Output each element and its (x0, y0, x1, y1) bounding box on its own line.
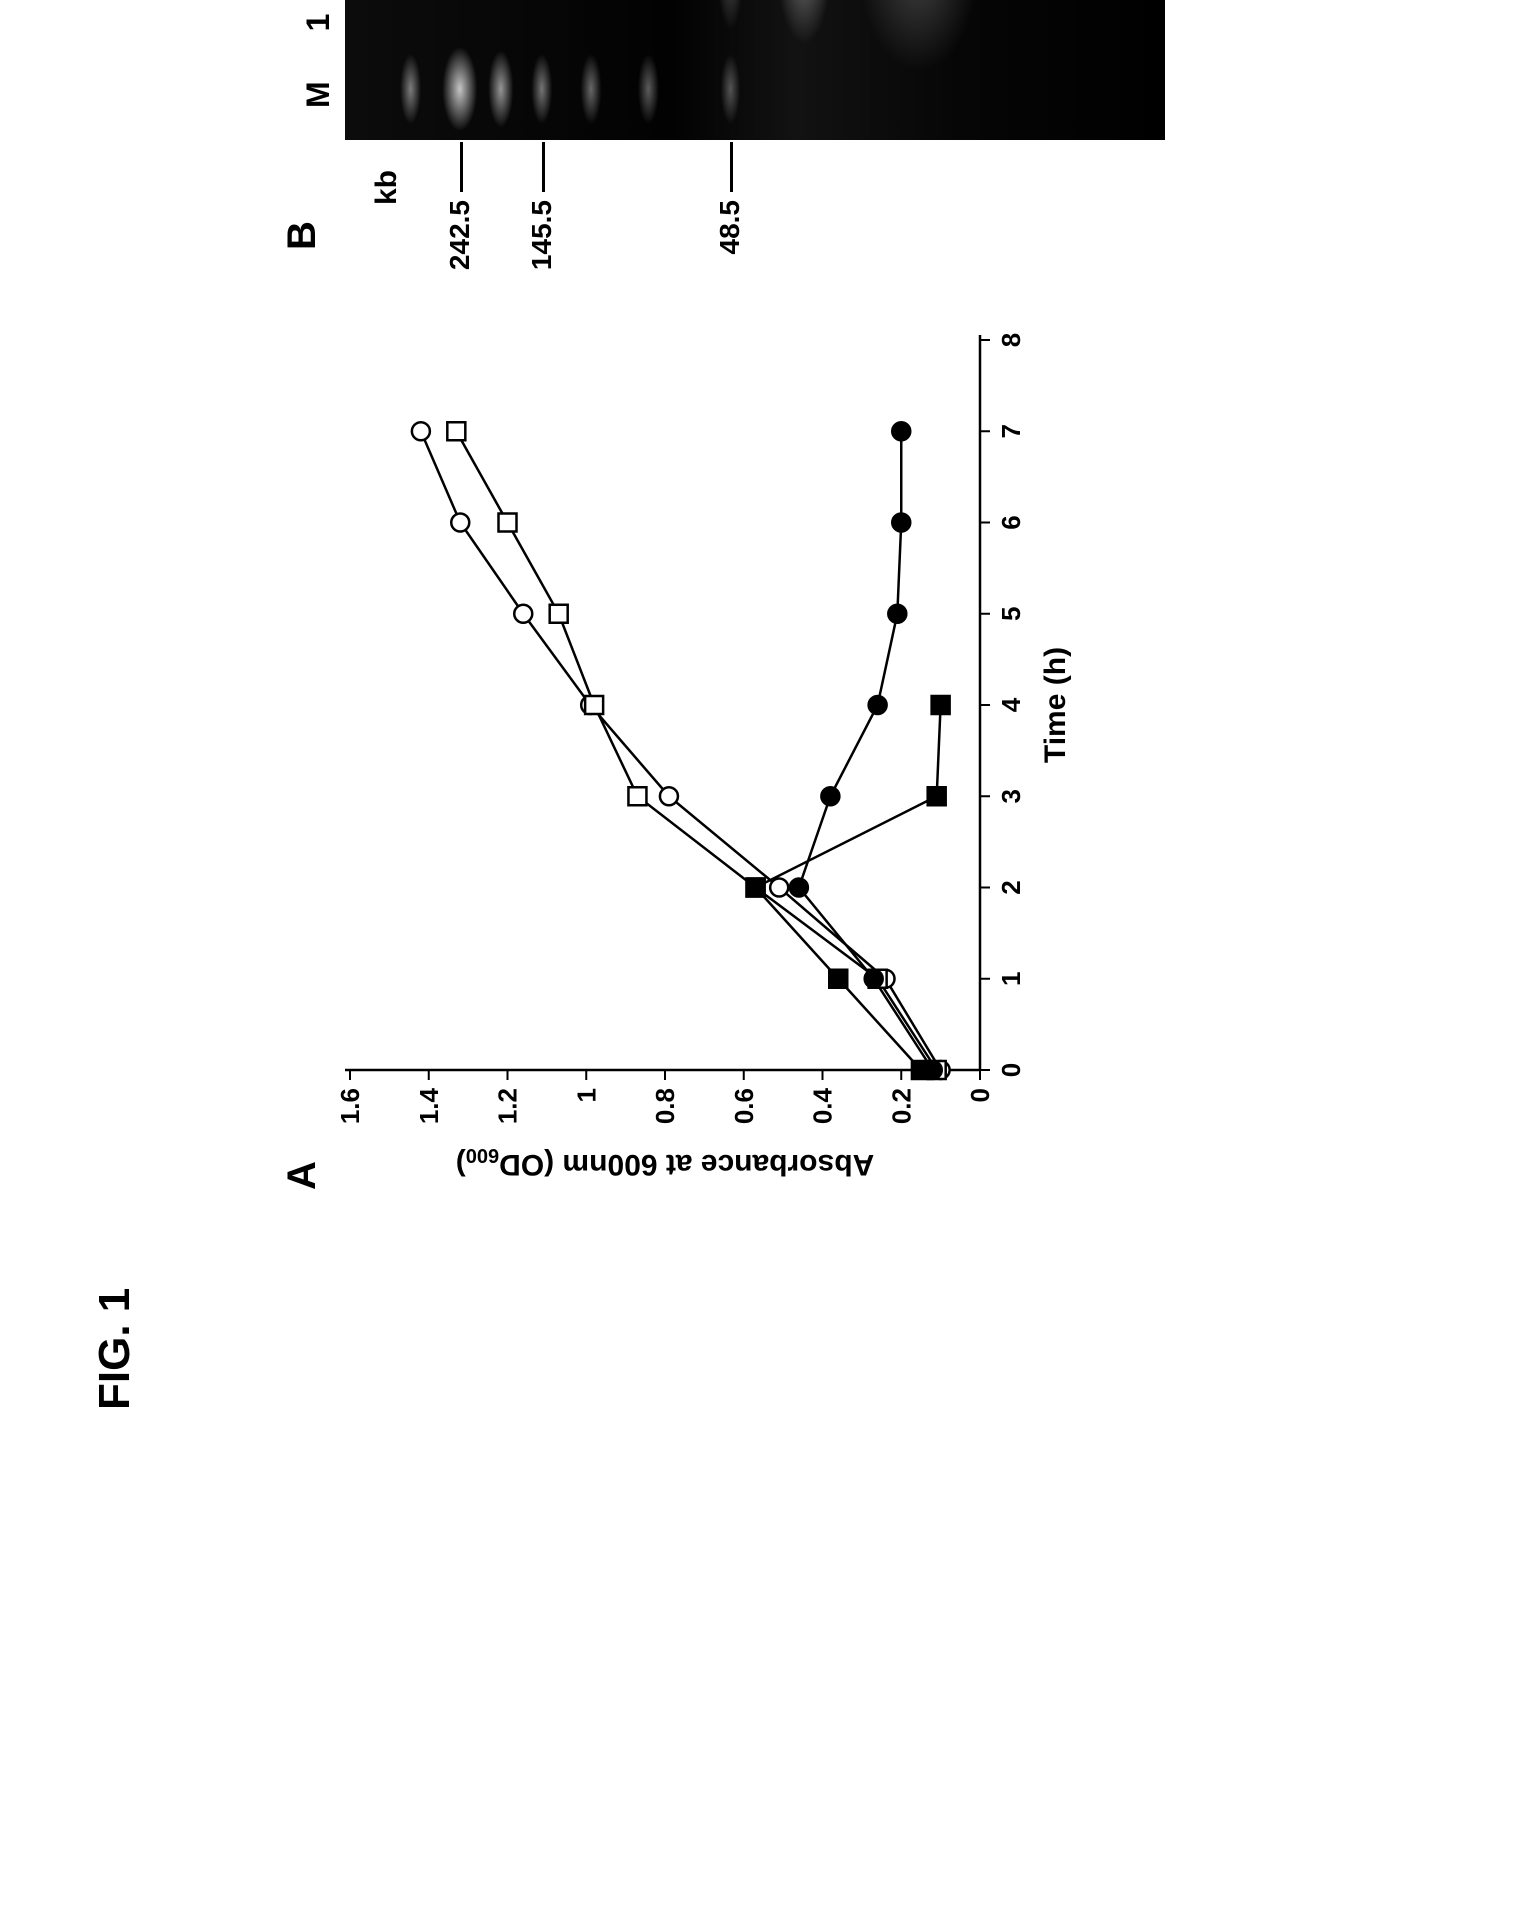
svg-text:7: 7 (996, 424, 1026, 438)
kb-unit-label: kb (370, 170, 404, 205)
svg-text:0: 0 (965, 1088, 995, 1102)
growth-curve-chart: 0 0.2 0.4 0.6 0.8 1 1.2 1.4 1.6 0 1 2 3 4 5 6 7 8 Time (h)… (320, 310, 1100, 1190)
gel-marker-tick (460, 142, 463, 192)
lane-label-m: M (300, 81, 337, 108)
gel-image (345, 0, 1165, 140)
svg-text:5: 5 (996, 607, 1026, 621)
svg-text:1.4: 1.4 (414, 1087, 444, 1124)
svg-text:0.2: 0.2 (886, 1088, 916, 1124)
svg-text:1.6: 1.6 (335, 1088, 365, 1124)
panel-a-label: A (280, 1161, 325, 1190)
gel-marker-label: 48.5 (714, 200, 746, 290)
svg-text:1: 1 (571, 1088, 601, 1102)
svg-text:0.6: 0.6 (729, 1088, 759, 1124)
svg-text:0.4: 0.4 (808, 1087, 838, 1124)
svg-text:4: 4 (996, 697, 1026, 712)
lane-label-1: 1 (300, 14, 337, 32)
svg-text:0: 0 (996, 1063, 1026, 1077)
figure-label: FIG. 1 (90, 1288, 140, 1410)
gel-lane-labels: M 1 2 (300, 0, 337, 140)
svg-text:0.8: 0.8 (650, 1088, 680, 1124)
gel-marker-tick (542, 142, 545, 192)
chart-svg: 0 0.2 0.4 0.6 0.8 1 1.2 1.4 1.6 0 1 2 3 4 5 6 7 8 Time (h)… (320, 310, 1100, 1190)
gel-marker-label: 242.5 (444, 200, 476, 290)
svg-text:1: 1 (996, 972, 1026, 986)
svg-text:1.2: 1.2 (493, 1088, 523, 1124)
gel-marker-tick (730, 142, 733, 192)
svg-text:3: 3 (996, 789, 1026, 803)
gel-bands (345, 0, 1165, 140)
svg-text:6: 6 (996, 515, 1026, 529)
svg-text:Absorbance at 600nm (OD600): Absorbance at 600nm (OD600) (456, 1144, 874, 1181)
panel-b-label: B (280, 221, 325, 250)
gel-marker-label: 145.5 (526, 200, 558, 290)
svg-text:8: 8 (996, 333, 1026, 347)
svg-text:Time (h): Time (h) (1039, 647, 1072, 763)
svg-text:2: 2 (996, 880, 1026, 894)
